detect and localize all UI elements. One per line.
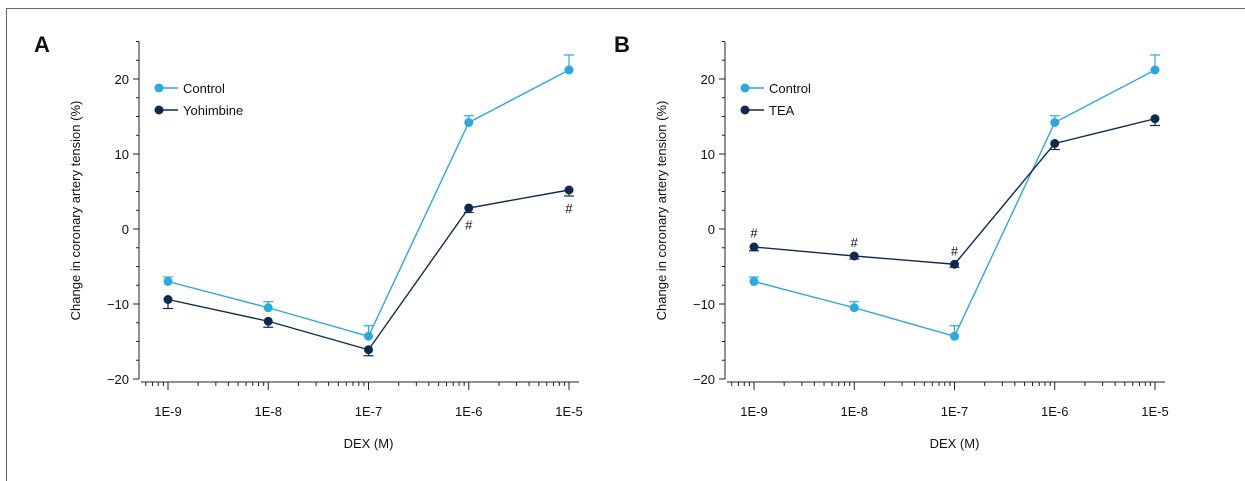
- data-point: [564, 185, 574, 195]
- series-line: [753, 69, 1156, 338]
- x-axis-title: DEX (M): [930, 436, 980, 451]
- legend-item: Control: [154, 81, 225, 96]
- data-point: [1050, 139, 1060, 148]
- significance-mark: #: [851, 235, 859, 250]
- y-tick-label: 10: [115, 147, 129, 162]
- data-point: [263, 316, 273, 326]
- series-control: [749, 54, 1160, 341]
- chart-panel-b: B 20 10 0 −10 −20 1E-9 1E-8 1E-7 1E-6 1E-5 DEX (M) C…: [614, 32, 1169, 451]
- x-tick-label: 1E-6: [1041, 404, 1068, 419]
- x-tick-label: 1E-5: [1141, 404, 1168, 419]
- y-axis-title: Change in coronary artery tension (%): [654, 101, 669, 321]
- x-tick-label: 1E-8: [255, 404, 282, 419]
- legend-marker: [740, 83, 750, 93]
- legend-item: Control: [740, 81, 811, 96]
- x-tick-label: 1E-6: [455, 404, 482, 419]
- series-control: [163, 54, 574, 341]
- legend-label: Yohimbine: [183, 103, 243, 118]
- data-point: [749, 277, 759, 286]
- data-point: [163, 295, 173, 304]
- data-point: [163, 277, 173, 286]
- series-yohimbine: [163, 185, 574, 357]
- data-point: [1050, 118, 1060, 127]
- y-tick-label: 20: [115, 72, 129, 87]
- data-point: [263, 303, 273, 313]
- x-tick-label: 1E-7: [941, 404, 968, 419]
- data-point: [950, 259, 959, 269]
- data-point: [364, 345, 373, 355]
- x-tick-label: 1E-8: [841, 404, 868, 419]
- significance-mark: #: [465, 218, 473, 233]
- data-point: [950, 331, 959, 341]
- data-point: [849, 303, 859, 313]
- x-tick-label: 1E-9: [740, 404, 767, 419]
- data-point: [749, 242, 759, 252]
- y-tick-label: −20: [107, 372, 129, 387]
- panel-letter: B: [614, 32, 630, 57]
- data-point: [364, 331, 373, 341]
- y-tick-label: 10: [701, 147, 715, 162]
- legend-item: TEA: [740, 103, 795, 118]
- y-tick-label: 0: [122, 222, 129, 237]
- data-point: [849, 251, 859, 261]
- y-tick-label: −10: [693, 297, 715, 312]
- data-point: [1150, 65, 1160, 75]
- significance-mark: #: [750, 225, 758, 240]
- figure-frame: [6, 8, 1245, 481]
- legend-label: Control: [769, 81, 811, 96]
- legend-label: TEA: [769, 103, 795, 118]
- y-tick-label: 20: [701, 72, 715, 87]
- legend-marker: [154, 105, 164, 115]
- legend-item: Yohimbine: [154, 103, 243, 118]
- x-tick-label: 1E-7: [355, 404, 382, 419]
- y-axis-title: Change in coronary artery tension (%): [68, 101, 83, 321]
- legend-marker: [740, 105, 750, 115]
- legend-label: Control: [183, 81, 225, 96]
- panel-letter: A: [34, 32, 50, 57]
- significance-mark: #: [565, 201, 573, 216]
- y-tick-label: −10: [107, 297, 129, 312]
- data-point: [564, 65, 574, 75]
- legend-marker: [154, 83, 164, 93]
- x-tick-label: 1E-5: [555, 404, 582, 419]
- y-tick-label: −20: [693, 372, 715, 387]
- y-tick-label: 0: [708, 222, 715, 237]
- chart-panel-a: A 20 10 0 −10 −20 1E-9 1E-8 1E-7 1E-6 1E-5 DEX (M) C…: [34, 32, 583, 451]
- data-point: [464, 118, 474, 127]
- significance-mark: #: [951, 243, 959, 258]
- data-point: [1150, 114, 1160, 124]
- x-axis-title: DEX (M): [344, 436, 394, 451]
- x-tick-label: 1E-9: [154, 404, 181, 419]
- data-point: [464, 203, 474, 213]
- series-tea: [749, 114, 1160, 269]
